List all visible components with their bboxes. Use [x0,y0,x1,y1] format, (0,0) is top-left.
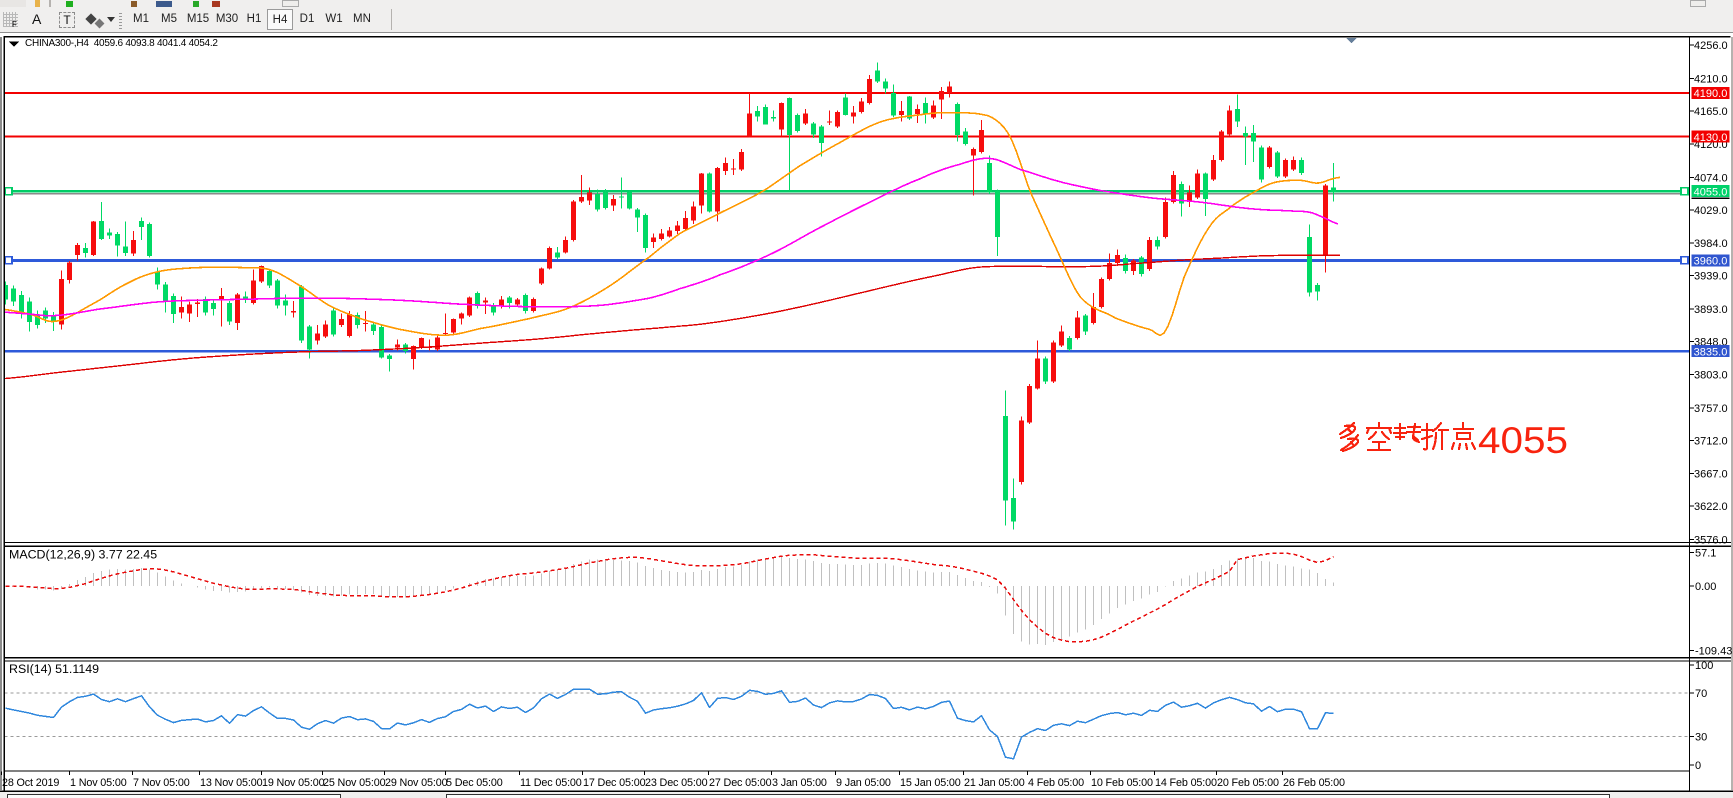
svg-text:9 Jan 05:00: 9 Jan 05:00 [836,777,891,789]
svg-text:21 Jan 05:00: 21 Jan 05:00 [964,777,1025,789]
svg-text:-109.43: -109.43 [1695,645,1732,657]
svg-text:26 Feb 05:00: 26 Feb 05:00 [1283,777,1345,789]
svg-text:0: 0 [1695,760,1701,772]
svg-text:3960.0: 3960.0 [1694,256,1728,268]
svg-text:4 Feb 05:00: 4 Feb 05:00 [1028,777,1084,789]
svg-text:57.1: 57.1 [1695,547,1716,559]
svg-text:3893.0: 3893.0 [1694,304,1728,316]
svg-text:4130.0: 4130.0 [1694,132,1728,144]
svg-text:10 Feb 05:00: 10 Feb 05:00 [1091,777,1153,789]
svg-text:15 Jan 05:00: 15 Jan 05:00 [900,777,961,789]
svg-text:4210.0: 4210.0 [1694,74,1728,86]
svg-text:4055.0: 4055.0 [1694,186,1728,198]
svg-text:4055: 4055 [1478,420,1568,461]
svg-text:0.00: 0.00 [1695,581,1716,593]
svg-text:4074.0: 4074.0 [1694,172,1728,184]
svg-text:5 Dec 05:00: 5 Dec 05:00 [446,777,503,789]
svg-text:11 Dec 05:00: 11 Dec 05:00 [520,777,582,789]
svg-text:CHINA300-,H4 4059.6 4093.8 40: CHINA300-,H4 4059.6 4093.8 4041.4 4054.2 [25,38,218,49]
svg-text:23 Dec 05:00: 23 Dec 05:00 [645,777,708,789]
svg-text:3576.0: 3576.0 [1694,535,1728,547]
svg-text:28 Oct 2019: 28 Oct 2019 [2,777,59,789]
svg-text:1 Nov 05:00: 1 Nov 05:00 [70,777,127,789]
svg-text:3803.0: 3803.0 [1694,370,1728,382]
svg-text:3984.0: 3984.0 [1694,238,1728,250]
svg-text:100: 100 [1695,660,1713,672]
svg-text:3835.0: 3835.0 [1694,346,1728,358]
svg-text:25 Nov 05:00: 25 Nov 05:00 [323,777,386,789]
svg-text:20 Feb 05:00: 20 Feb 05:00 [1217,777,1279,789]
svg-text:19 Nov 05:00: 19 Nov 05:00 [262,777,325,789]
svg-text:3622.0: 3622.0 [1694,501,1728,513]
svg-text:4029.0: 4029.0 [1694,205,1728,217]
svg-text:27 Dec 05:00: 27 Dec 05:00 [709,777,772,789]
svg-text:MACD(12,26,9) 3.77 22.45: MACD(12,26,9) 3.77 22.45 [9,548,157,562]
svg-text:3 Jan 05:00: 3 Jan 05:00 [772,777,827,789]
svg-text:RSI(14) 51.1149: RSI(14) 51.1149 [9,662,99,676]
svg-text:13 Nov 05:00: 13 Nov 05:00 [200,777,263,789]
svg-text:14 Feb 05:00: 14 Feb 05:00 [1155,777,1217,789]
svg-text:4256.0: 4256.0 [1694,40,1728,52]
svg-text:29 Nov 05:00: 29 Nov 05:00 [385,777,448,789]
svg-text:70: 70 [1695,688,1707,700]
svg-text:3712.0: 3712.0 [1694,436,1728,448]
svg-text:4165.0: 4165.0 [1694,106,1728,118]
svg-text:3939.0: 3939.0 [1694,271,1728,283]
svg-text:30: 30 [1695,732,1707,744]
svg-text:7 Nov 05:00: 7 Nov 05:00 [133,777,190,789]
svg-text:3667.0: 3667.0 [1694,468,1728,480]
svg-text:4190.0: 4190.0 [1694,88,1728,100]
svg-text:3757.0: 3757.0 [1694,403,1728,415]
svg-text:17 Dec 05:00: 17 Dec 05:00 [583,777,646,789]
